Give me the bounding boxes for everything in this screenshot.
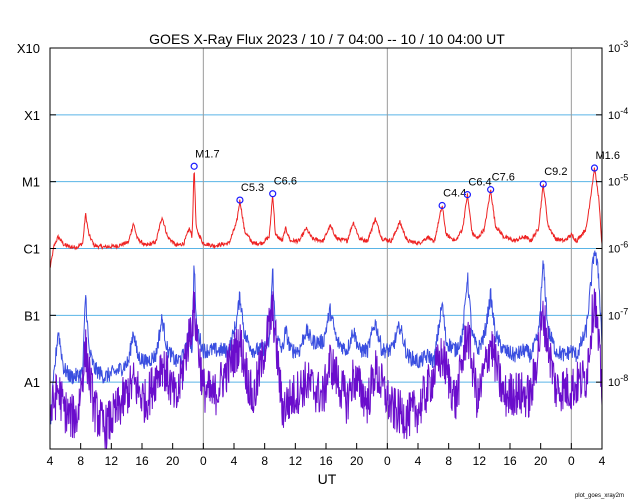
x-tick-label: 16 — [135, 454, 149, 468]
flare-markers: M1.7 C5.3 C6.6 C4.4C6.4 C7.6 C9.2 M1.6 — [190, 148, 620, 210]
x-tick-label: 4 — [415, 454, 422, 468]
flare-marker-icon — [190, 162, 198, 170]
series-group — [49, 167, 603, 450]
x-tick-label: 12 — [105, 454, 119, 468]
x-tick-label: 8 — [445, 454, 452, 468]
x-tick-label: 20 — [166, 454, 180, 468]
y-flux-label: 10-8 — [608, 373, 628, 389]
x-tick-label: 12 — [473, 454, 487, 468]
plot-credit: plot_goes_xray2m — [575, 493, 624, 499]
x-tick-label: 4 — [231, 454, 238, 468]
x-tick-label: 4 — [47, 454, 54, 468]
flare-marker-icon — [236, 196, 244, 204]
flare-label: C4.4 — [443, 187, 466, 199]
chart-title: GOES X-Ray Flux 2023 / 10 / 7 04:00 -- 1… — [149, 31, 505, 47]
flare-marker-icon — [590, 164, 599, 172]
x-tick-label: 8 — [261, 454, 268, 468]
series-line — [49, 250, 603, 425]
flare-marker-icon — [487, 186, 495, 194]
flux-axis: 10-8 10-7 10-6 10-5 10-4 10-3 — [596, 39, 628, 389]
flare-label: M1.7 — [195, 148, 219, 160]
x-tick-label: 8 — [77, 454, 84, 468]
flare-label: M1.6 — [595, 150, 619, 162]
flare-marker-icon — [269, 190, 277, 198]
x-axis-title: UT — [318, 471, 337, 487]
y-class-label: A1 — [24, 375, 40, 390]
x-tick-label: 0 — [200, 454, 207, 468]
flare-marker-icon — [438, 201, 446, 210]
x-tick-label: 4 — [599, 454, 606, 468]
x-tick-label: 20 — [350, 454, 364, 468]
x-tick-label: 20 — [534, 454, 548, 468]
y-flux-label: 10-5 — [608, 173, 628, 189]
x-tick-label: 0 — [384, 454, 391, 468]
y-flux-label: 10-4 — [608, 106, 628, 122]
x-tick-label: 0 — [568, 454, 575, 468]
x-tick-label: 16 — [319, 454, 333, 468]
y-class-label: X1 — [24, 108, 40, 123]
flare-label: C7.6 — [492, 172, 515, 184]
time-axis: 4 8 12 16 20 0 4 8 12 16 20 0 4 8 12 16 20 0 4 — [47, 443, 606, 468]
y-flux-label: 10-6 — [608, 240, 628, 256]
y-class-label: C1 — [23, 242, 40, 257]
y-flux-label: 10-3 — [608, 39, 628, 55]
flare-label: C6.4 — [468, 177, 491, 189]
y-class-label: B1 — [24, 308, 40, 323]
series-line — [49, 288, 603, 450]
y-class-label: X10 — [17, 41, 40, 56]
series-line — [49, 167, 603, 269]
goes-class-axis: A1 B1 C1 M1 X1 X10 — [17, 41, 56, 390]
x-tick-label: 12 — [289, 454, 303, 468]
y-flux-label: 10-7 — [608, 306, 628, 322]
grid — [50, 48, 602, 449]
flare-label: C9.2 — [544, 166, 567, 178]
x-tick-label: 16 — [503, 454, 517, 468]
flare-label: C6.6 — [274, 176, 297, 188]
flare-marker-icon — [463, 191, 472, 199]
flare-marker-icon — [539, 180, 547, 188]
flare-label: C5.3 — [241, 182, 264, 194]
y-class-label: M1 — [22, 175, 40, 190]
